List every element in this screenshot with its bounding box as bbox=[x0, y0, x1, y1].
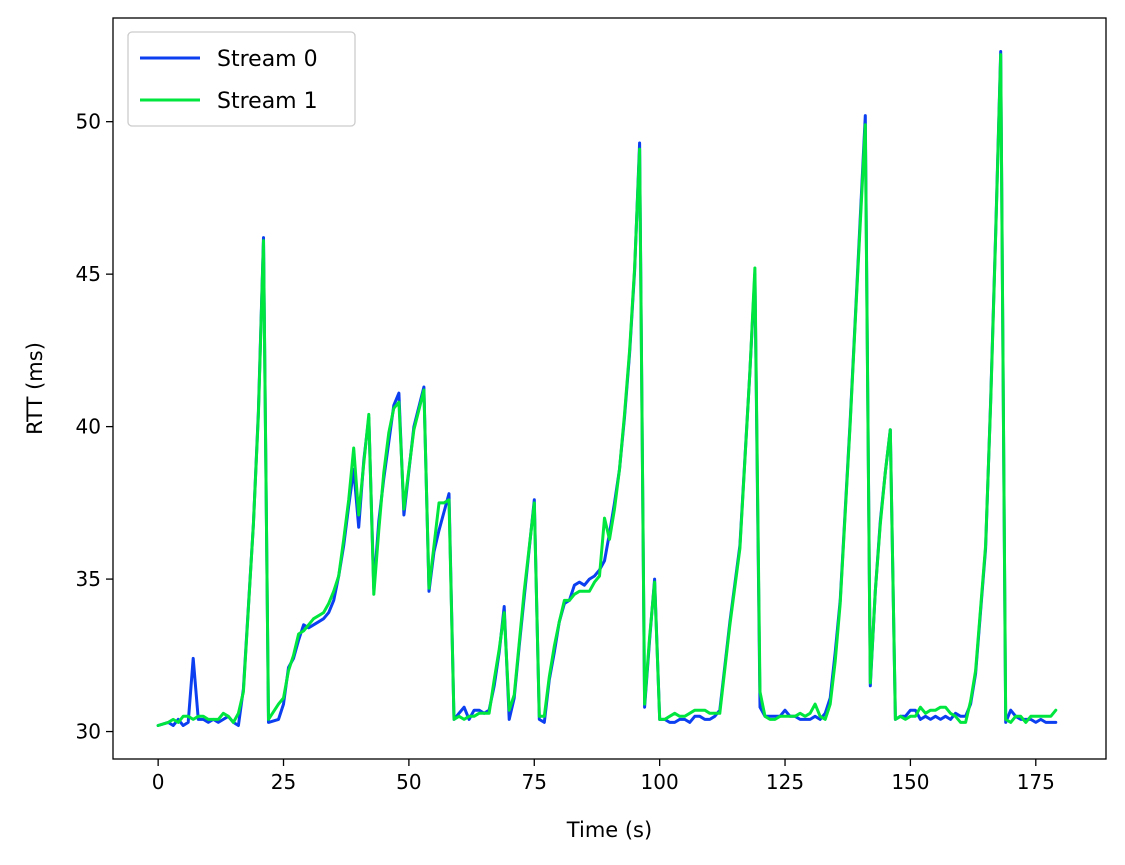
x-tick-label: 150 bbox=[891, 770, 929, 794]
legend-label-stream-1: Stream 1 bbox=[217, 89, 318, 114]
y-tick-label: 35 bbox=[76, 567, 101, 591]
y-tick-label: 50 bbox=[76, 110, 101, 134]
x-tick-label: 50 bbox=[396, 770, 421, 794]
x-tick-label: 100 bbox=[641, 770, 679, 794]
legend-box bbox=[127, 31, 356, 127]
x-tick-label: 125 bbox=[766, 770, 804, 794]
y-tick-label: 45 bbox=[76, 262, 101, 286]
legend-label-stream-0: Stream 0 bbox=[217, 47, 318, 72]
series-line-stream-1 bbox=[156, 53, 1058, 727]
x-axis-label: Time (s) bbox=[566, 818, 652, 842]
x-tick-label: 25 bbox=[271, 770, 296, 794]
y-axis-label: RTT (ms) bbox=[23, 342, 47, 435]
series-line-stream-0 bbox=[156, 50, 1058, 727]
y-tick-label: 30 bbox=[76, 720, 101, 744]
y-tick-label: 40 bbox=[76, 415, 101, 439]
x-tick-label: 0 bbox=[152, 770, 165, 794]
x-tick-label: 175 bbox=[1017, 770, 1055, 794]
plot-frame bbox=[112, 17, 1107, 760]
series-layer bbox=[156, 50, 1058, 727]
ticks-layer: 0 25 50 75 100 125 150 175 30 35 40 45 50 bbox=[76, 110, 1055, 794]
legend: Stream 0 Stream 1 bbox=[127, 31, 356, 127]
x-tick-label: 75 bbox=[522, 770, 547, 794]
